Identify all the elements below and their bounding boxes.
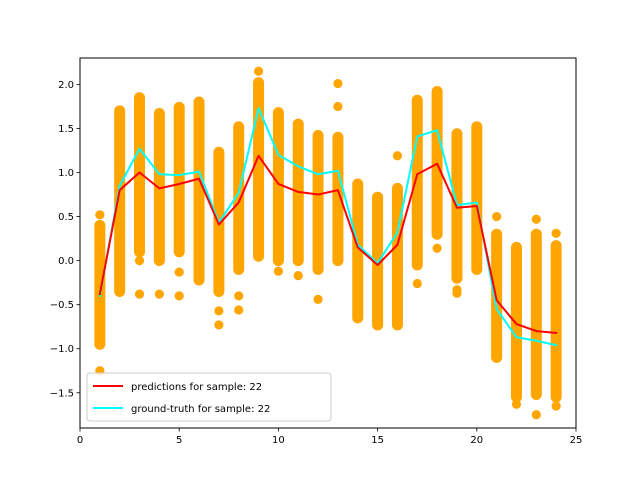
scatter-point bbox=[214, 306, 224, 316]
scatter-point bbox=[134, 289, 145, 299]
scatter-point bbox=[511, 399, 522, 409]
scatter-point bbox=[531, 410, 541, 420]
y-tick-label: 2.0 bbox=[58, 80, 74, 91]
y-tick-label: 0.0 bbox=[58, 256, 74, 267]
scatter-point bbox=[551, 401, 561, 411]
scatter-point bbox=[253, 66, 264, 76]
x-tick-label: 25 bbox=[570, 435, 583, 446]
scatter-point bbox=[313, 294, 323, 304]
scatter-point bbox=[174, 267, 184, 277]
x-tick-label: 0 bbox=[77, 435, 83, 446]
scatter-point bbox=[234, 291, 244, 301]
lines-layer bbox=[98, 107, 558, 347]
scatter-point bbox=[234, 305, 244, 315]
scatter-point bbox=[492, 211, 502, 222]
y-tick-label: −0.5 bbox=[50, 300, 74, 311]
x-tick-label: 20 bbox=[470, 435, 483, 446]
x-tick-label: 5 bbox=[176, 435, 182, 446]
legend-label-ground-truth: ground-truth for sample: 22 bbox=[131, 404, 270, 415]
legend-label-predictions: predictions for sample: 22 bbox=[131, 382, 262, 393]
scatter-point bbox=[154, 289, 164, 299]
legend-box bbox=[86, 372, 332, 422]
y-tick-label: 1.0 bbox=[58, 168, 74, 179]
scatter-point bbox=[551, 228, 561, 238]
scatter-point bbox=[452, 288, 462, 298]
scatter-point bbox=[412, 278, 422, 289]
scatter-point bbox=[134, 256, 145, 266]
scatter-point bbox=[333, 101, 343, 112]
scatter-point bbox=[531, 214, 541, 224]
scatter-point bbox=[333, 78, 343, 89]
scatter-point bbox=[174, 291, 184, 301]
axes-layer: 0 5 10 15 20 25 −1.5 −1.0 −0.5 0.0 0.5 1.0 1.5 2.0 bbox=[50, 80, 583, 446]
y-tick-label: −1.5 bbox=[50, 388, 74, 399]
x-tick-label: 10 bbox=[272, 435, 285, 446]
scatter-point bbox=[95, 210, 105, 220]
y-tick-label: 0.5 bbox=[58, 212, 74, 223]
y-tick-label: −1.0 bbox=[50, 344, 74, 355]
plot-frame bbox=[79, 57, 577, 429]
scatter-point bbox=[432, 243, 442, 253]
series-line-predictions bbox=[98, 154, 558, 334]
legend: predictions for sample: 22 ground-truth … bbox=[86, 372, 332, 422]
y-tick-label: 1.5 bbox=[58, 124, 74, 135]
x-tick-label: 15 bbox=[371, 435, 384, 446]
scatter-point bbox=[214, 320, 224, 330]
scatter-point bbox=[392, 151, 403, 161]
scatter-point bbox=[273, 266, 283, 276]
scatter-point bbox=[293, 270, 303, 281]
